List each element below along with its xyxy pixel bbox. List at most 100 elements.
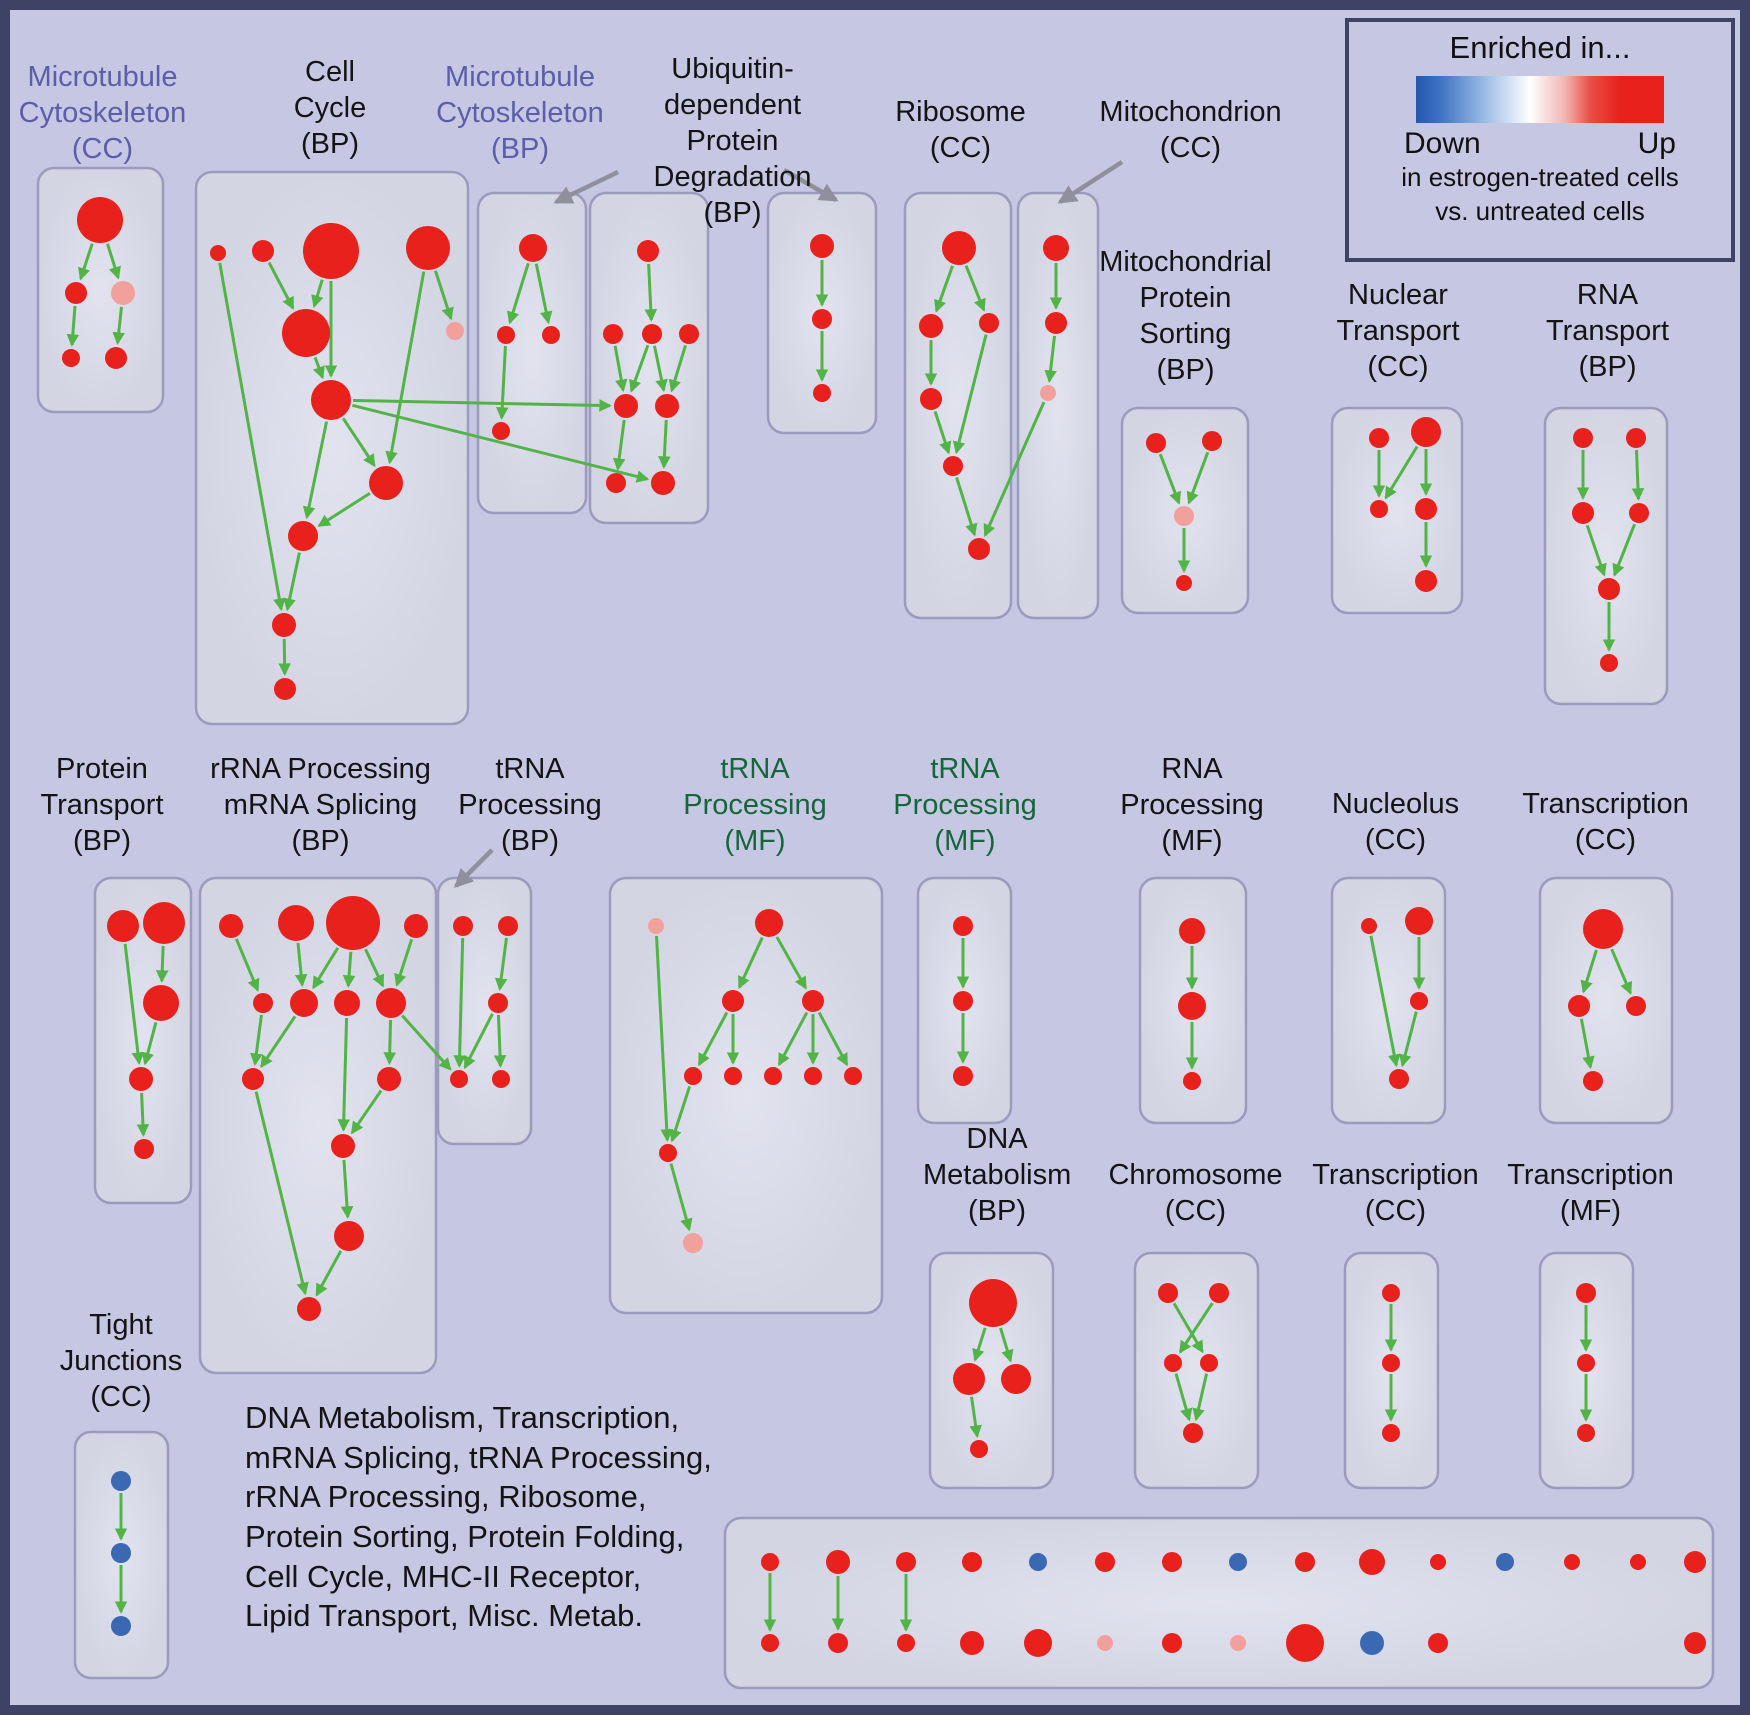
edge-trna-processing-mf-large [669,1085,692,1143]
edge-ubiquitin-dependent-protein-degradation-bp [629,344,650,393]
edge-trna-processing-bp [453,937,466,1068]
group-box-trna-processing-mf-large [608,876,884,1315]
go-term-node-ribosome-cc-2 [979,313,999,333]
go-term-node-ubiquitin-dependent-protein-degradation-bp-6 [606,473,626,493]
go-term-node-trna-processing-mf-large-8 [844,1067,862,1085]
go-term-node-ubiquitin-dependent-protein-degradation-bp-3 [679,324,699,344]
edge-rrna-processing-mrna-splicing-bp [254,1091,309,1296]
go-term-node-ribosome-cc-4 [943,456,963,476]
edge-ubiquitin-dependent-protein-degradation-bp [652,345,668,393]
go-term-node-dna-metabolism-bp-2 [1001,1364,1031,1394]
edge-trna-processing-mf-large [775,936,807,990]
edge-protein-transport-bp [155,945,169,983]
go-term-node-summary-row-14 [1684,1551,1706,1573]
go-term-node-mitochondrion-cc-1 [1045,312,1067,334]
go-term-node-trna-processing-mf-large-9 [659,1144,677,1162]
edge-cell-cycle-bp [312,356,325,380]
legend-title: Enriched in... [1449,30,1631,65]
edge-chromosome-cc [1174,1373,1193,1422]
go-term-node-trna-processing-mf-large-4 [684,1067,702,1085]
go-term-node-rrna-processing-mrna-splicing-bp-8 [242,1068,264,1090]
go-term-node-summary-row-2 [896,1552,916,1572]
edge-chromosome-cc [1172,1302,1204,1354]
go-term-node-mitochondrion-cc-0 [1043,235,1069,261]
edge-rrna-processing-mrna-splicing-bp [294,942,308,987]
go-term-node-transcription-cc-1-2 [1626,996,1646,1016]
go-term-node-mitochondrial-protein-sorting-bp-0 [1146,433,1166,453]
go-term-node-rrna-processing-mrna-splicing-bp-9 [377,1067,401,1091]
label-cell-cycle-bp: Cell Cycle (BP) [293,56,367,160]
label-nuclear-transport-cc: Nuclear Transport (CC) [1336,279,1460,383]
go-term-node-summary-row-3 [962,1552,982,1572]
label-pointer-arrow [453,848,494,889]
go-term-node-trna-processing-mf-large-7 [804,1067,822,1085]
edge-rna-transport-bp [1612,523,1636,577]
go-term-node-rrna-processing-mrna-splicing-bp-2 [326,896,380,950]
edge-rna-transport-bp [1631,449,1645,501]
go-term-node-ubiquitin-dependent-protein-degradation-bp-2 [642,324,662,344]
edge-microtubule-cytoskeleton-bp [495,345,509,420]
edge-rrna-processing-mrna-splicing-bp [337,1017,351,1132]
go-term-node-summary-row-11 [1496,1553,1514,1571]
go-term-node-mitochondrial-protein-sorting-bp-1 [1202,431,1222,451]
legend-down-label: Down [1404,127,1481,160]
edge-cell-cycle-bp [302,421,329,520]
edge-ribosome-cc [934,265,954,313]
edge-cell-cycle-bp [278,638,291,676]
go-term-node-transcription-mf-1 [1577,1354,1595,1372]
label-rna-processing-mf: RNA Processing (MF) [1120,753,1264,857]
cross-edge [401,1014,452,1071]
go-term-node-nuclear-transport-cc-1 [1411,417,1441,447]
edge-microtubule-cytoskeleton-cc [66,305,80,347]
label-rna-transport-bp: RNA Transport (BP) [1545,279,1670,383]
edge-cell-cycle-bp [267,261,295,310]
go-term-node-chromosome-cc-4 [1183,1423,1203,1443]
edge-rrna-processing-mrna-splicing-bp [342,951,356,988]
go-term-node-cell-cycle-bp-5 [446,322,464,340]
go-term-node-rna-processing-mf-1 [1178,992,1206,1020]
edge-cell-cycle-bp [283,552,301,612]
label-mitochondrion-cc: Mitochondrion (CC) [1099,96,1282,164]
label-rrna-processing-mrna-splicing-bp: rRNA Processing mRNA Splicing (BP) [210,753,431,857]
edge-ubiquitin-dependent-protein-degradation-bp [658,419,671,469]
go-term-node-mitochondrial-protein-sorting-bp-3 [1176,575,1192,591]
go-term-node-trna-processing-mf-small-2 [953,1066,973,1086]
go-term-node-dna-metabolism-bp-0 [969,1279,1017,1327]
misc-category-list: DNA Metabolism, Transcription, mRNA Spli… [245,1400,712,1634]
go-term-node-protein-transport-bp-4 [134,1139,154,1159]
label-trna-processing-mf-2: tRNA Processing (MF) [893,753,1037,857]
edge-trna-processing-mf-large [655,935,674,1142]
label-pointer-arrow [782,168,839,202]
edge-cell-cycle-bp [218,262,286,612]
go-term-node-microtubule-cytoskeleton-cc-0 [77,197,123,243]
label-transcription-cc-2: Transcription (CC) [1312,1159,1479,1227]
go-term-node-cell-cycle-bp-6 [311,380,351,420]
label-trna-processing-bp: tRNA Processing (BP) [458,753,602,857]
go-term-node-rna-transport-bp-4 [1598,578,1620,600]
edge-cell-cycle-bp [317,491,371,528]
edge-transcription-cc-1 [1580,949,1598,994]
label-dna-metabolism-bp: DNA Metabolism (BP) [923,1123,1072,1227]
go-term-node-chromosome-cc-0 [1158,1283,1178,1303]
group-box-protein-transport-bp [93,876,193,1205]
go-term-node-mitochondrion-cc-2 [1040,385,1056,401]
go-term-node-transcription-cc-2-2 [1382,1424,1400,1442]
go-term-node-trna-processing-mf-small-1 [953,991,973,1011]
go-term-node-rrna-processing-mrna-splicing-bp-0 [219,914,243,938]
go-term-node-cell-cycle-bp-2 [303,223,359,279]
group-box-chromosome-cc [1133,1251,1260,1490]
group-box-transcription-cc-1 [1538,876,1674,1125]
go-term-node-ubiquitin-degradation-small-2 [813,384,831,402]
edge-microtubule-cytoskeleton-bp [507,262,530,325]
go-term-node-nucleolus-cc-2 [1410,992,1428,1010]
legend-gradient-bar [1416,76,1664,123]
go-term-node-summary-row-0 [761,1553,779,1571]
go-term-node-rrna-processing-mrna-splicing-bp-10 [331,1134,355,1158]
go-term-node-transcription-cc-1-0 [1583,909,1623,949]
edge-cell-cycle-bp [433,270,454,321]
go-term-node-trna-processing-bp-1 [498,916,518,936]
go-term-node-transcription-cc-2-0 [1382,1284,1400,1302]
edge-mitochondrial-protein-sorting-bp [1186,451,1210,505]
go-term-node-trna-processing-mf-large-0 [648,918,664,934]
